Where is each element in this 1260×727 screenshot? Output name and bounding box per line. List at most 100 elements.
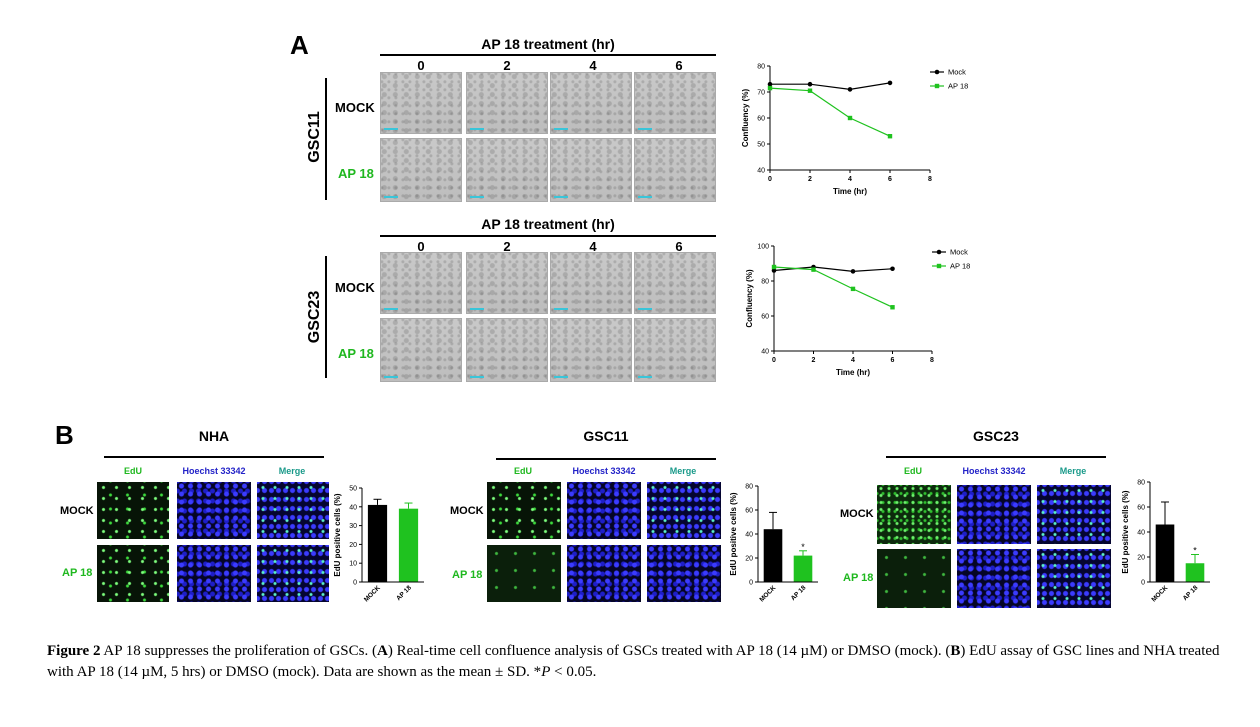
caption-panel-ref: A — [376, 643, 388, 659]
x-tick-label: AP 18 — [395, 584, 413, 602]
x-axis-label: Time (hr) — [836, 368, 870, 377]
cell-line-rule — [325, 256, 327, 378]
y-tick-label: 40 — [757, 168, 765, 175]
panel-b-label: B — [55, 420, 74, 450]
caption-text: ) Real-time cell confluence analysis of … — [387, 643, 951, 659]
bar — [1185, 563, 1205, 582]
y-tick-label: 20 — [1137, 555, 1145, 562]
bar — [398, 508, 419, 582]
timepoint-label: 0 — [417, 239, 425, 254]
cell-line-rule — [325, 78, 327, 200]
significance-marker: * — [801, 542, 805, 552]
row-label-mock: MOCK — [840, 508, 874, 520]
x-tick-label: 8 — [930, 357, 934, 364]
timepoint-label: 2 — [503, 239, 511, 254]
micrograph — [466, 72, 548, 134]
y-tick-label: 60 — [757, 116, 765, 123]
micrograph — [550, 72, 632, 134]
micrograph — [380, 318, 462, 382]
legend-marker — [934, 83, 940, 89]
timepoint-label: 4 — [589, 239, 597, 254]
row-label-ap18: AP 18 — [338, 166, 374, 181]
channel-label-merge: Merge — [278, 466, 306, 476]
fluorescence-image — [877, 485, 951, 544]
legend-marker — [936, 263, 942, 269]
y-tick-label: 0 — [749, 580, 753, 587]
channel-label-hoechst: Hoechst 33342 — [572, 466, 636, 476]
y-tick-label: 0 — [353, 580, 357, 587]
figure-label: Figure 2 — [47, 643, 101, 659]
channel-label-merge: Merge — [1059, 466, 1087, 476]
data-point — [767, 85, 773, 91]
fluorescence-image — [877, 549, 951, 608]
y-tick-label: 40 — [745, 532, 753, 539]
fluorescence-image — [97, 545, 169, 602]
y-tick-label: 50 — [349, 486, 357, 493]
fluorescence-image — [257, 482, 329, 539]
x-tick-label: 6 — [888, 176, 892, 183]
y-axis-label: Confluency (%) — [741, 89, 750, 148]
micrograph — [550, 318, 632, 382]
micrograph — [380, 138, 462, 202]
timepoint-label: 4 — [589, 58, 597, 73]
y-tick-label: 20 — [745, 556, 753, 563]
confluency-chart-gsc11: 40 50 60 70 80 Confluency (%) 0 2 4 6 8 Time (hr) Mo… — [741, 64, 968, 197]
timepoint-label: 6 — [675, 239, 683, 254]
data-point — [890, 305, 895, 310]
y-tick-label: 100 — [757, 244, 769, 251]
data-point — [811, 267, 816, 272]
fluorescence-image — [1037, 485, 1111, 544]
micrograph — [634, 252, 716, 314]
y-tick-label: 10 — [349, 561, 357, 568]
y-axis-label: Confluency (%) — [745, 269, 754, 328]
micrograph — [634, 318, 716, 382]
x-tick-label: MOCK — [758, 584, 777, 603]
x-tick-label: AP 18 — [790, 584, 808, 602]
y-tick-label: 80 — [757, 64, 765, 71]
x-axis-label: Time (hr) — [833, 187, 867, 196]
legend-marker — [934, 69, 940, 75]
treatment-header: AP 18 treatment (hr) — [481, 216, 615, 232]
data-point — [890, 266, 895, 272]
significance-marker: * — [1193, 546, 1197, 556]
timepoint-label: 2 — [503, 58, 511, 73]
data-point — [767, 81, 773, 87]
fluorescence-image — [567, 545, 641, 602]
data-point — [807, 88, 813, 93]
fluorescence-image — [487, 545, 561, 602]
caption-p-symbol: P — [541, 664, 551, 680]
group-rule — [496, 458, 716, 460]
x-tick-label: 8 — [928, 176, 932, 183]
data-point — [850, 269, 856, 274]
edu-bar-chart-nha: 0 10 20 30 40 50 EdU positive cells (%) MOCK AP … — [333, 486, 424, 603]
series-line — [773, 266, 893, 308]
y-axis-label: EdU positive cells (%) — [333, 493, 342, 576]
x-tick-label: MOCK — [1150, 584, 1169, 603]
group-rule — [886, 456, 1106, 458]
micrograph — [380, 72, 462, 134]
y-tick-label: 60 — [1137, 505, 1145, 512]
y-tick-label: 80 — [761, 279, 769, 286]
series-line — [770, 82, 891, 91]
x-tick-label: 4 — [848, 176, 852, 183]
row-label-mock: MOCK — [335, 100, 375, 115]
treatment-header: AP 18 treatment (hr) — [481, 36, 615, 52]
micrograph — [466, 252, 548, 314]
fluorescence-image — [177, 545, 251, 602]
cell-line-label: GSC11 — [306, 111, 323, 163]
y-tick-label: 80 — [745, 484, 753, 491]
caption-text: ) EdU assay of GSC lines and NHA treated… — [47, 643, 1220, 680]
data-point — [887, 80, 893, 86]
bar — [367, 504, 388, 582]
y-tick-label: 40 — [761, 349, 769, 356]
bar — [1155, 524, 1175, 582]
group-title: NHA — [198, 428, 230, 444]
fluorescence-image — [647, 545, 721, 602]
group-title: GSC23 — [973, 428, 1019, 444]
fluorescence-image — [1037, 549, 1111, 608]
micrograph — [466, 138, 548, 202]
edu-bar-chart-gsc23: 0 20 40 60 80 EdU positive cells (%) MOCK * AP 1… — [1121, 480, 1210, 603]
data-point — [847, 115, 853, 121]
legend-marker — [936, 249, 942, 255]
channel-label-hoechst: Hoechst 33342 — [962, 466, 1026, 476]
